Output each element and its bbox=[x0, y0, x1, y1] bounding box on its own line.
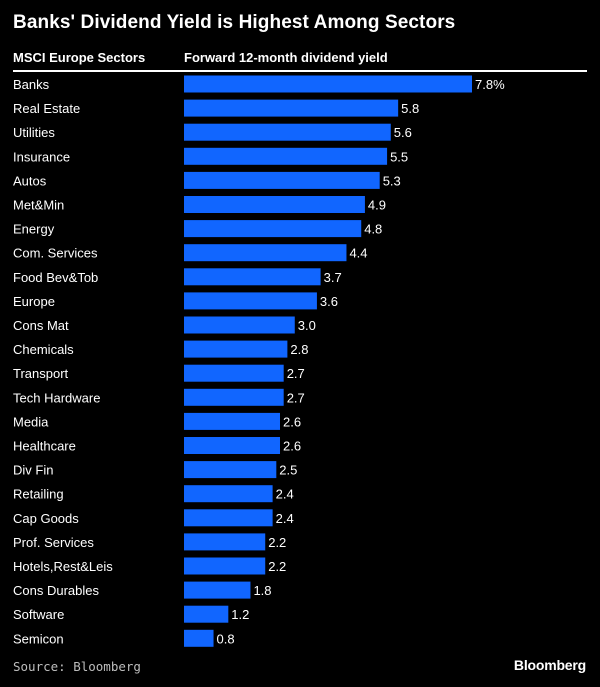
category-label: Tech Hardware bbox=[13, 390, 100, 405]
category-label: Retailing bbox=[13, 487, 64, 502]
category-label: Cap Goods bbox=[13, 511, 79, 526]
category-label: Europe bbox=[13, 294, 55, 309]
value-label: 3.0 bbox=[298, 318, 316, 333]
value-label: 4.9 bbox=[368, 198, 386, 213]
bar bbox=[184, 557, 266, 575]
category-label: Div Fin bbox=[13, 463, 53, 478]
bar bbox=[184, 629, 214, 647]
bar bbox=[184, 605, 229, 623]
bar bbox=[184, 581, 251, 599]
value-label: 2.7 bbox=[287, 390, 305, 405]
category-label: Cons Durables bbox=[13, 583, 99, 598]
category-label: Autos bbox=[13, 173, 47, 188]
value-label: 2.4 bbox=[276, 487, 294, 502]
bar bbox=[184, 196, 365, 213]
header-divider bbox=[13, 70, 587, 72]
category-label: Healthcare bbox=[13, 439, 76, 454]
bar bbox=[184, 99, 399, 117]
category-label: Com. Services bbox=[13, 246, 98, 261]
bar bbox=[184, 147, 388, 165]
bar bbox=[184, 292, 317, 310]
value-label: 2.4 bbox=[276, 511, 294, 526]
bar bbox=[184, 340, 288, 358]
category-label: Cons Mat bbox=[13, 318, 69, 333]
value-label: 2.2 bbox=[268, 535, 286, 550]
bar bbox=[184, 123, 391, 141]
value-label: 1.8 bbox=[253, 583, 271, 598]
bar bbox=[184, 437, 280, 454]
value-label: 1.2 bbox=[231, 607, 249, 622]
value-label: 3.6 bbox=[320, 294, 338, 309]
category-label: Hotels,Rest&Leis bbox=[13, 559, 113, 574]
value-label: 0.8 bbox=[217, 631, 235, 646]
category-label: Semicon bbox=[13, 631, 64, 646]
category-column-header: MSCI Europe Sectors bbox=[13, 50, 146, 65]
bar bbox=[184, 220, 362, 238]
value-label: 5.3 bbox=[383, 173, 401, 188]
source-note: Source: Bloomberg bbox=[13, 659, 141, 674]
bar bbox=[184, 461, 277, 479]
category-label: Real Estate bbox=[13, 101, 80, 116]
value-label: 7.8% bbox=[475, 77, 505, 92]
bar bbox=[184, 268, 321, 286]
bar-chart: Banks 7.8% Real Estate 5.8 Utilities 5.6 Insur… bbox=[13, 75, 505, 647]
bar bbox=[184, 171, 380, 189]
category-label: Met&Min bbox=[13, 198, 64, 213]
category-label: Insurance bbox=[13, 149, 70, 164]
category-label: Software bbox=[13, 607, 64, 622]
category-label: Chemicals bbox=[13, 342, 74, 357]
bar bbox=[184, 316, 295, 334]
value-label: 4.8 bbox=[364, 222, 382, 237]
category-label: Banks bbox=[13, 77, 50, 92]
bar bbox=[184, 509, 273, 527]
category-label: Prof. Services bbox=[13, 535, 94, 550]
bar bbox=[184, 388, 284, 406]
value-label: 2.6 bbox=[283, 439, 301, 454]
bar bbox=[184, 485, 273, 503]
value-label: 2.2 bbox=[268, 559, 286, 574]
value-label: 5.6 bbox=[394, 125, 412, 140]
bar bbox=[184, 244, 347, 262]
value-label: 2.7 bbox=[287, 366, 305, 381]
bar bbox=[184, 412, 280, 430]
bar bbox=[184, 75, 472, 93]
bar bbox=[184, 364, 284, 382]
chart-title: Banks' Dividend Yield is Highest Among S… bbox=[13, 12, 456, 33]
value-label: 2.6 bbox=[283, 414, 301, 429]
value-label: 2.5 bbox=[279, 463, 297, 478]
category-label: Energy bbox=[13, 222, 55, 237]
category-label: Food Bev&Tob bbox=[13, 270, 98, 285]
value-label: 2.8 bbox=[290, 342, 308, 357]
bloomberg-logo: Bloomberg bbox=[513, 657, 586, 673]
category-label: Transport bbox=[13, 366, 69, 381]
category-label: Media bbox=[13, 414, 49, 429]
bar bbox=[184, 533, 266, 551]
value-column-header: Forward 12-month dividend yield bbox=[184, 50, 388, 65]
value-label: 4.4 bbox=[349, 246, 367, 261]
value-label: 5.8 bbox=[401, 101, 419, 116]
value-label: 5.5 bbox=[390, 149, 408, 164]
category-label: Utilities bbox=[13, 125, 55, 140]
value-label: 3.7 bbox=[324, 270, 342, 285]
